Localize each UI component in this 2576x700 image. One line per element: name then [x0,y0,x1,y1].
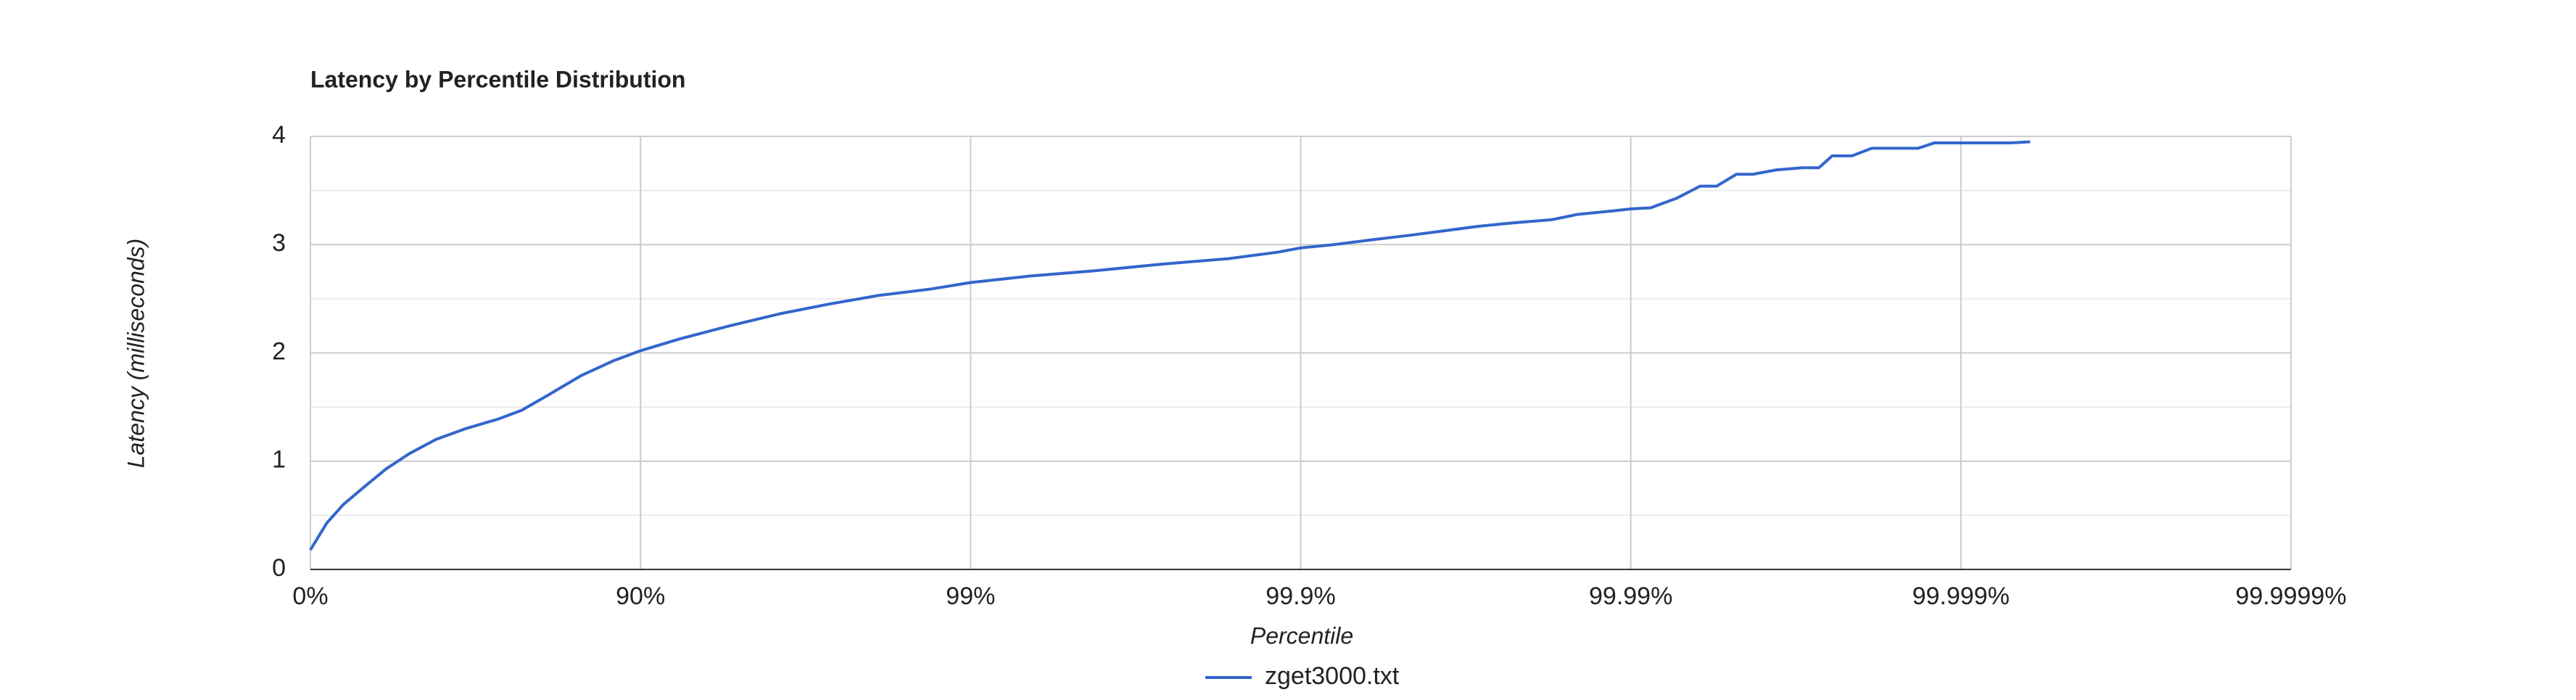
x-tick-label: 0% [292,582,328,610]
y-tick-label: 3 [272,229,286,257]
y-tick-label: 1 [272,446,286,474]
x-tick-label: 90% [616,582,665,610]
x-tick-label: 99.999% [1912,582,2010,610]
legend-label: zget3000.txt [1265,662,1400,690]
y-tick-label: 0 [272,554,286,582]
chart-title: Latency by Percentile Distribution [310,66,685,92]
x-tick-label: 99.9999% [2235,582,2346,610]
data-line [309,140,2031,551]
x-axis-title: Percentile [1250,622,1353,648]
y-tick-label: 4 [272,121,286,149]
y-axis-title: Latency (milliseconds) [123,239,149,469]
x-tick-label: 99% [946,582,995,610]
x-tick-label: 99.99% [1589,582,1672,610]
y-tick-label: 2 [272,337,286,365]
x-tick-label: 99.9% [1266,582,1335,610]
